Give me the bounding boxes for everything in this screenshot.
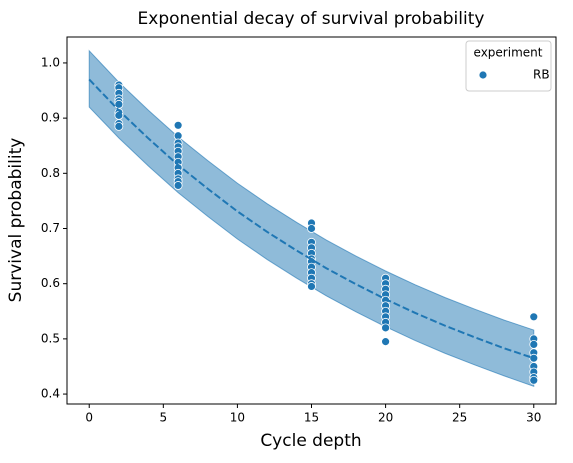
point xyxy=(307,224,316,233)
point xyxy=(529,312,539,322)
point xyxy=(114,122,124,131)
point xyxy=(529,375,539,385)
point xyxy=(307,282,316,291)
x-tick-label: 10 xyxy=(230,411,245,425)
point xyxy=(381,337,390,347)
x-tick-label: 0 xyxy=(85,411,93,425)
legend-label: RB xyxy=(533,68,550,82)
y-tick-label: 0.7 xyxy=(41,221,60,235)
confidence-band xyxy=(88,49,535,388)
x-tick-label: 20 xyxy=(378,411,393,425)
x-tick-label: 5 xyxy=(159,411,167,425)
legend-marker xyxy=(478,70,488,80)
legend-title: experiment xyxy=(474,46,543,60)
fit-line xyxy=(88,78,535,360)
point xyxy=(529,339,539,349)
y-tick-label: 0.8 xyxy=(41,166,60,180)
y-tick-label: 0.5 xyxy=(41,331,60,345)
x-tick-label: 25 xyxy=(452,411,467,425)
legend-box xyxy=(465,40,552,92)
y-tick-label: 0.6 xyxy=(41,276,60,290)
point xyxy=(381,323,390,333)
point xyxy=(173,120,183,130)
y-tick-label: 1.0 xyxy=(41,55,60,69)
x-tick-label: 15 xyxy=(304,411,319,425)
point xyxy=(114,99,124,109)
point xyxy=(173,181,183,190)
chart-title: Exponential decay of survival probabilit… xyxy=(138,9,485,29)
y-axis-label: Survival probability xyxy=(6,138,26,303)
x-axis-label: Cycle depth xyxy=(260,431,361,451)
y-tick-label: 0.9 xyxy=(41,111,60,125)
y-tick-label: 0.4 xyxy=(41,387,60,401)
x-tick-label: 30 xyxy=(526,411,541,425)
